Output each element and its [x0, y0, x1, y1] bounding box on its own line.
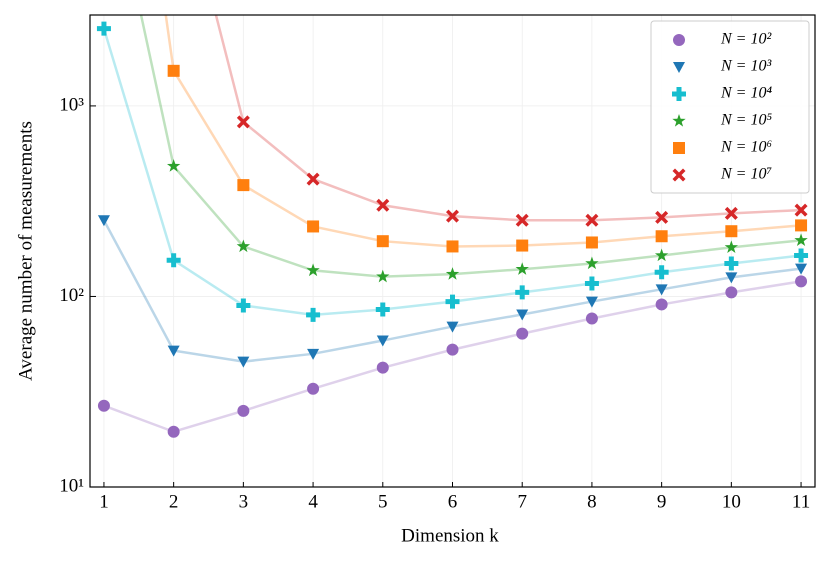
marker [237, 356, 250, 368]
marker [236, 298, 251, 313]
marker [306, 172, 320, 186]
marker [515, 262, 529, 275]
marker [237, 179, 250, 192]
legend-label: N = 10⁵ [720, 112, 772, 129]
y-tick-label: 10¹ [59, 475, 84, 496]
marker [306, 307, 321, 322]
x-tick-label: 5 [378, 491, 388, 512]
marker [307, 348, 320, 360]
marker [654, 248, 669, 262]
marker [672, 168, 686, 182]
marker [655, 230, 668, 243]
marker [376, 269, 390, 283]
marker [445, 294, 460, 309]
marker [585, 296, 598, 308]
marker [794, 203, 808, 217]
marker [794, 248, 809, 263]
marker [516, 309, 529, 321]
marker [237, 404, 250, 417]
legend-label: N = 10⁶ [720, 139, 772, 156]
marker [167, 345, 180, 357]
marker [515, 213, 529, 227]
marker [673, 62, 685, 73]
marker [306, 263, 320, 277]
y-axis-label: Average number of measurements [15, 121, 36, 381]
marker [376, 198, 390, 212]
legend-label: N = 10⁴ [720, 85, 772, 102]
marker [446, 343, 459, 356]
x-tick-label: 11 [792, 491, 810, 512]
marker [654, 265, 669, 280]
marker [236, 239, 251, 253]
marker [673, 142, 685, 154]
x-tick-label: 2 [169, 491, 179, 512]
marker [585, 213, 599, 227]
marker [795, 275, 808, 288]
marker [515, 285, 530, 300]
marker [445, 267, 460, 280]
x-tick-label: 4 [308, 491, 318, 512]
marker [375, 302, 390, 317]
legend-label: N = 10³ [720, 58, 771, 75]
marker [672, 87, 686, 101]
marker [725, 272, 738, 284]
x-tick-label: 3 [239, 491, 249, 512]
marker [97, 215, 110, 227]
x-tick-label: 6 [448, 491, 458, 512]
plot-frame [89, 14, 816, 488]
marker [795, 219, 808, 232]
marker [655, 284, 668, 296]
y-tick-label: 10³ [59, 94, 84, 115]
marker [446, 209, 459, 223]
line [214, 15, 802, 222]
x-axis-label: Dimension k [401, 525, 499, 546]
marker [446, 240, 459, 253]
x-tick-label: 10 [722, 491, 741, 512]
legend-box [650, 20, 810, 194]
marker [795, 263, 808, 275]
marker [446, 321, 459, 333]
marker [585, 312, 598, 325]
marker [584, 276, 599, 291]
marker [236, 115, 250, 129]
marker [167, 64, 180, 77]
x-tick-label: 7 [517, 491, 527, 512]
marker [655, 298, 668, 311]
marker [673, 34, 685, 46]
marker [376, 235, 389, 248]
marker [585, 236, 598, 249]
marker [794, 233, 808, 247]
marker [307, 220, 320, 233]
marker [724, 206, 738, 220]
x-tick-label: 8 [587, 491, 597, 512]
y-tick-label: 10² [59, 285, 84, 306]
x-tick-label: 1 [99, 491, 109, 512]
marker [166, 159, 181, 172]
marker [724, 256, 739, 271]
plot-area [96, 15, 809, 438]
marker [725, 286, 738, 299]
marker [167, 425, 180, 438]
marker [307, 382, 320, 395]
marker [585, 256, 599, 270]
marker [516, 327, 529, 340]
x-tick-label: 9 [657, 491, 667, 512]
marker [376, 361, 389, 374]
legend-label: N = 10² [720, 31, 772, 48]
marker [724, 240, 739, 254]
marker [166, 253, 181, 268]
marker [725, 225, 738, 238]
marker [376, 335, 389, 347]
marker [97, 399, 110, 412]
marker [672, 114, 686, 127]
legend-label: N = 10⁷ [720, 166, 772, 183]
legend: N = 10² N = 10³ N = 10⁴ N = 10⁵ N = 10⁶ N = 1… [650, 20, 810, 194]
marker [516, 239, 529, 252]
marker [655, 210, 669, 224]
marker [96, 21, 111, 36]
